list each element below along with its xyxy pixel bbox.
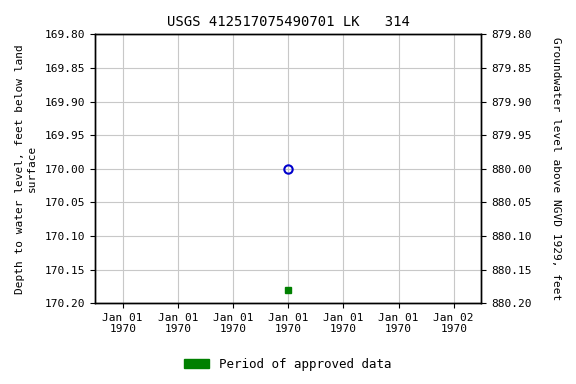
Title: USGS 412517075490701 LK   314: USGS 412517075490701 LK 314 bbox=[167, 15, 410, 29]
Legend: Period of approved data: Period of approved data bbox=[179, 353, 397, 376]
Y-axis label: Groundwater level above NGVD 1929, feet: Groundwater level above NGVD 1929, feet bbox=[551, 37, 561, 300]
Y-axis label: Depth to water level, feet below land
surface: Depth to water level, feet below land su… bbox=[15, 44, 37, 294]
